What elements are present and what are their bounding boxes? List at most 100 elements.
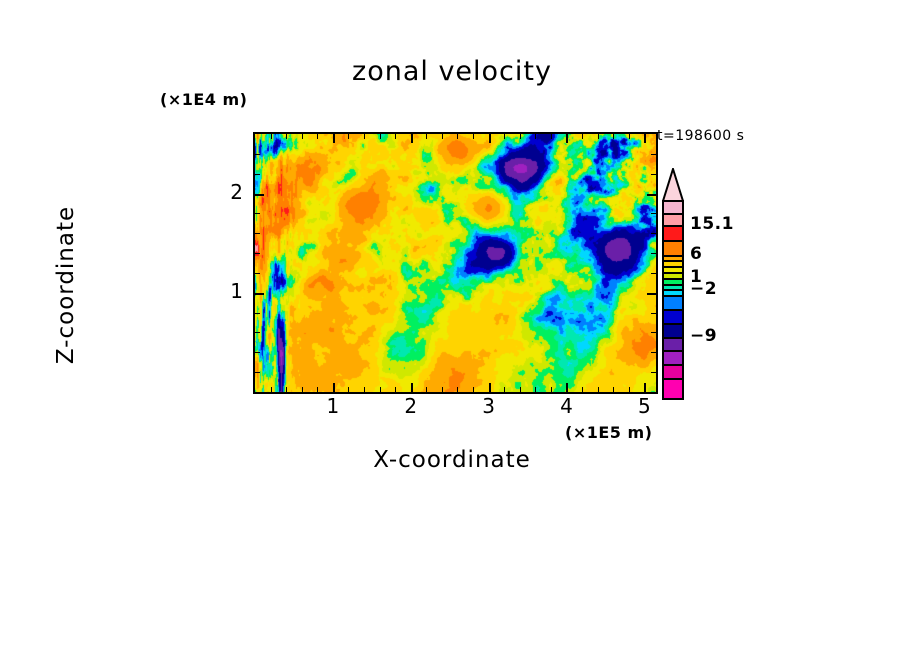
y-tick-label: 1 (230, 278, 243, 303)
tick-mark (411, 383, 413, 392)
tick-mark (348, 134, 349, 139)
x-axis-unit-label: (×1E5 m) (565, 423, 653, 442)
tick-mark (380, 387, 381, 392)
tick-mark (255, 174, 260, 175)
tick-mark (473, 387, 474, 392)
tick-mark (255, 332, 260, 333)
tick-mark (255, 194, 264, 196)
colorbar-band (664, 324, 682, 339)
tick-mark (566, 134, 568, 143)
tick-mark (255, 352, 260, 353)
tick-mark (364, 387, 365, 392)
colorbar-band (664, 202, 682, 215)
tick-mark (651, 332, 656, 333)
tick-mark (651, 154, 656, 155)
tick-mark (651, 313, 656, 314)
tick-mark (395, 134, 396, 139)
tick-mark (520, 387, 521, 392)
tick-mark (255, 154, 260, 155)
tick-mark (582, 387, 583, 392)
tick-mark (333, 383, 335, 392)
tick-mark (629, 134, 630, 139)
tick-mark (566, 383, 568, 392)
tick-mark (255, 213, 260, 214)
colorbar-tick-label: 1 (690, 266, 703, 287)
x-axis-title: X-coordinate (373, 447, 531, 473)
tick-mark (651, 253, 656, 254)
tick-mark (348, 387, 349, 392)
tick-mark (551, 387, 552, 392)
tick-mark (613, 134, 614, 139)
colorbar-tick-label: 15.1 (690, 214, 734, 235)
tick-mark (613, 387, 614, 392)
tick-mark (629, 387, 630, 392)
x-tick-label: 4 (560, 394, 573, 418)
tick-mark (644, 134, 646, 143)
tick-mark (442, 387, 443, 392)
colorbar-band (664, 286, 682, 292)
colorbar-band (664, 380, 682, 398)
tick-mark (647, 293, 656, 295)
colorbar-band (664, 291, 682, 298)
y-tick-label: 2 (230, 179, 243, 204)
tick-mark (286, 387, 287, 392)
tick-mark (489, 134, 491, 143)
tick-mark (598, 134, 599, 139)
contour-field (255, 134, 656, 392)
colorbar-band (664, 268, 682, 274)
tick-mark (255, 372, 260, 373)
tick-mark (457, 134, 458, 139)
tick-mark (651, 174, 656, 175)
tick-mark (647, 194, 656, 196)
tick-mark (457, 387, 458, 392)
tick-mark (395, 387, 396, 392)
colorbar-band (664, 310, 682, 325)
tick-mark (426, 134, 427, 139)
y-axis-title: Z-coordinate (53, 205, 79, 365)
colorbar-band (664, 227, 682, 242)
time-annotation: t=198600 s (657, 128, 745, 144)
tick-mark (380, 134, 381, 139)
tick-mark (551, 134, 552, 139)
x-tick-label: 1 (326, 394, 340, 418)
y-axis-unit-label: (×1E4 m) (160, 90, 248, 109)
tick-mark (255, 253, 260, 254)
colorbar-band (664, 214, 682, 228)
tick-mark (286, 134, 287, 139)
tick-mark (598, 387, 599, 392)
tick-mark (504, 387, 505, 392)
tick-mark (302, 134, 303, 139)
tick-mark (333, 134, 335, 143)
tick-mark (651, 273, 656, 274)
colorbar-tick-label: −9 (690, 325, 718, 346)
tick-mark (255, 273, 260, 274)
tick-mark (651, 233, 656, 234)
tick-mark (255, 313, 260, 314)
tick-mark (644, 383, 646, 392)
tick-mark (651, 372, 656, 373)
page-title: zonal velocity (352, 56, 552, 87)
tick-mark (582, 134, 583, 139)
colorbar-band (664, 262, 682, 269)
tick-mark (271, 387, 272, 392)
tick-mark (411, 134, 413, 143)
tick-mark (255, 293, 264, 295)
tick-mark (489, 383, 491, 392)
contour-plot-panel[interactable] (253, 132, 658, 394)
x-tick-label: 5 (637, 394, 651, 418)
tick-mark (651, 352, 656, 353)
colorbar-band (664, 352, 682, 367)
tick-mark (473, 134, 474, 139)
colorbar-bands (662, 200, 684, 400)
tick-mark (504, 134, 505, 139)
tick-mark (426, 387, 427, 392)
x-tick-label: 2 (404, 394, 418, 418)
tick-mark (302, 387, 303, 392)
tick-mark (255, 233, 260, 234)
colorbar-band (664, 241, 682, 257)
colorbar-band (664, 338, 682, 353)
colorbar-band (664, 297, 682, 311)
colorbar-band (664, 366, 682, 381)
tick-mark (651, 213, 656, 214)
tick-mark (364, 134, 365, 139)
